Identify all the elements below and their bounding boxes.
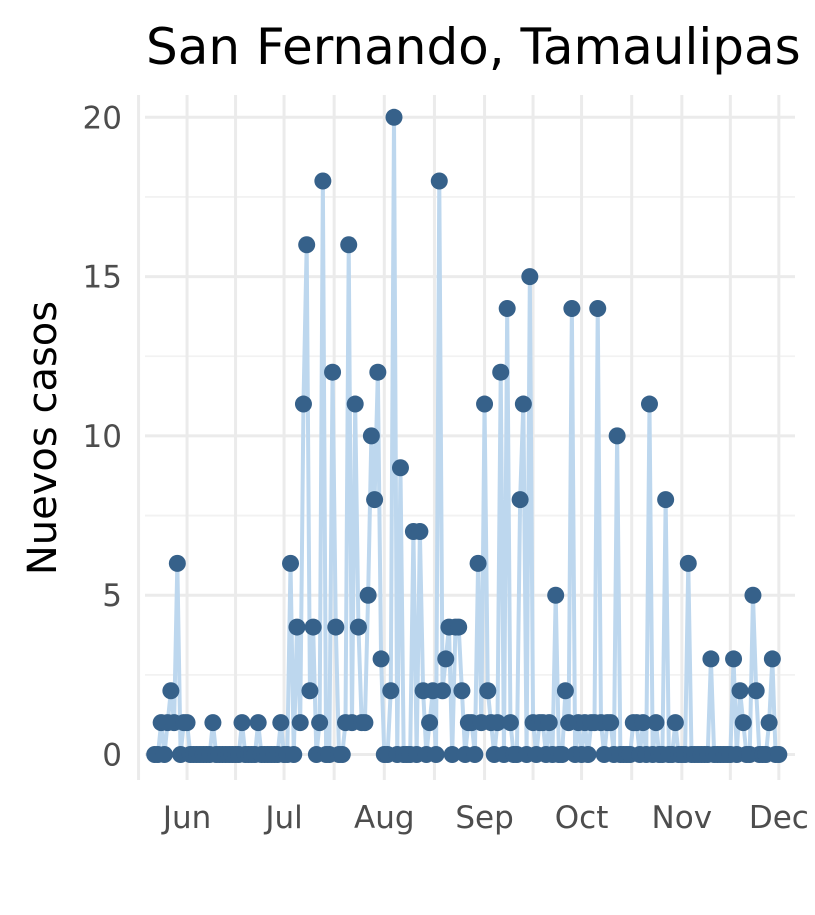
data-point [356, 714, 374, 732]
data-point [514, 395, 532, 413]
data-point [511, 491, 529, 509]
data-point [272, 714, 290, 732]
data-point [385, 108, 403, 126]
data-point [249, 714, 267, 732]
data-point [547, 586, 565, 604]
data-point [608, 427, 626, 445]
data-point [178, 714, 196, 732]
data-point [589, 299, 607, 317]
data-point [731, 682, 749, 700]
data-point [640, 395, 658, 413]
data-point [556, 682, 574, 700]
grid-minor-lines [137, 95, 795, 780]
data-point [359, 586, 377, 604]
data-point [327, 618, 345, 636]
y-tick-label: 0 [102, 738, 122, 774]
data-point [372, 650, 390, 668]
data-point [747, 682, 765, 700]
series-points [146, 108, 788, 764]
chart-title: San Fernando, Tamaulipas [146, 18, 801, 76]
data-point [501, 714, 519, 732]
data-point [282, 554, 300, 572]
y-tick-label: 15 [83, 260, 122, 296]
x-tick-label: Jun [161, 800, 211, 836]
data-point [204, 714, 222, 732]
data-point [421, 714, 439, 732]
data-point [233, 714, 251, 732]
data-point [498, 299, 516, 317]
data-point [437, 650, 455, 668]
y-tick-label: 10 [83, 419, 122, 455]
data-point [763, 650, 781, 668]
data-point [362, 427, 380, 445]
data-point [488, 714, 506, 732]
y-axis-ticks: 0 5 10 15 20 [83, 100, 122, 773]
data-point [540, 714, 558, 732]
data-point [679, 554, 697, 572]
data-point [657, 491, 675, 509]
data-point [443, 746, 461, 764]
x-axis-ticks: Jun Jul Aug Sep Oct Nov Dec [161, 800, 809, 836]
data-point [553, 746, 571, 764]
data-point [450, 618, 468, 636]
data-point [702, 650, 720, 668]
data-point [346, 395, 364, 413]
data-point [369, 363, 387, 381]
data-point [770, 746, 788, 764]
data-point [301, 682, 319, 700]
data-point [427, 746, 445, 764]
x-tick-label: Dec [749, 800, 809, 836]
data-point [294, 395, 312, 413]
x-tick-label: Nov [652, 800, 713, 836]
data-point [466, 746, 484, 764]
data-point [563, 299, 581, 317]
data-point [168, 554, 186, 572]
data-point [430, 172, 448, 190]
data-point [411, 522, 429, 540]
data-point [602, 714, 620, 732]
data-point [291, 714, 309, 732]
y-tick-label: 20 [83, 100, 122, 136]
data-point [521, 268, 539, 286]
x-tick-label: Sep [455, 800, 513, 836]
data-point [382, 682, 400, 700]
data-point [311, 714, 329, 732]
data-point [434, 682, 452, 700]
data-point [725, 650, 743, 668]
data-point [162, 682, 180, 700]
data-point [579, 746, 597, 764]
data-point [298, 236, 316, 254]
data-point [469, 554, 487, 572]
data-point [453, 682, 471, 700]
data-point [734, 714, 752, 732]
x-tick-label: Aug [354, 800, 415, 836]
data-point [314, 172, 332, 190]
data-point [760, 714, 778, 732]
y-axis-label: Nuevos casos [20, 301, 66, 575]
data-point [666, 714, 684, 732]
data-point [492, 363, 510, 381]
data-point [324, 363, 342, 381]
data-point [479, 682, 497, 700]
x-tick-label: Jul [263, 800, 302, 836]
data-point [288, 618, 306, 636]
data-point [744, 586, 762, 604]
data-point [349, 618, 367, 636]
data-point [340, 236, 358, 254]
data-point [155, 746, 173, 764]
data-point [476, 395, 494, 413]
y-tick-label: 5 [102, 578, 122, 614]
data-point [634, 714, 652, 732]
data-point [285, 746, 303, 764]
x-tick-label: Oct [555, 800, 609, 836]
data-point [304, 618, 322, 636]
data-point [366, 491, 384, 509]
data-point [647, 714, 665, 732]
data-point [391, 459, 409, 477]
data-point [333, 746, 351, 764]
